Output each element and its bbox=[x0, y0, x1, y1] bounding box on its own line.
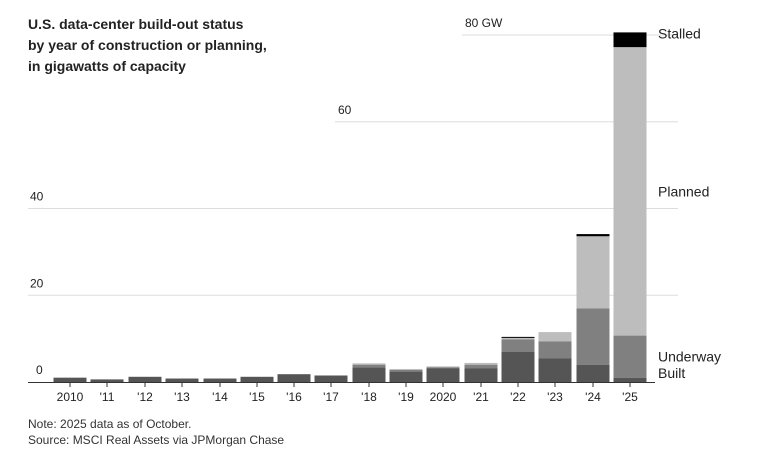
x-tick-label: '23 bbox=[547, 390, 563, 404]
x-tick-label: '24 bbox=[585, 390, 601, 404]
legend-label-planned: Planned bbox=[658, 183, 709, 199]
chart-footer: Note: 2025 data as of October. Source: M… bbox=[28, 416, 284, 448]
x-axis: 2010 '11 '12 '13 '14 '15 '16 '17 '18 '19 2020 '21 '2… bbox=[28, 382, 655, 404]
bar-segment-built bbox=[240, 376, 274, 382]
bar-segment-underway bbox=[464, 364, 498, 369]
bar-segment-built bbox=[501, 351, 535, 382]
bar-segment-planned bbox=[576, 236, 610, 309]
bar-segment-underway bbox=[426, 366, 460, 369]
bar-segment-planned bbox=[501, 337, 535, 340]
stacked-bar-chart: 0 20 40 60 80 GW 2010 '11 '12 '13 '14 '15 '16 '17 '1… bbox=[28, 16, 721, 404]
bar-segment-planned bbox=[613, 47, 647, 336]
legend-label-stalled: Stalled bbox=[658, 25, 701, 41]
x-tick-label: '17 bbox=[323, 390, 339, 404]
chart-note: Note: 2025 data as of October. bbox=[28, 417, 192, 431]
y-tick-label: 60 bbox=[338, 103, 352, 117]
bar-segment-planned bbox=[352, 363, 386, 365]
bar-segment-stalled bbox=[613, 32, 647, 48]
x-tick-label: '12 bbox=[137, 390, 153, 404]
y-tick-label: 0 bbox=[36, 363, 43, 377]
legend-label-underway: Underway bbox=[658, 349, 721, 365]
bar-segment-built bbox=[426, 368, 460, 382]
chart-title-line: in gigawatts of capacity bbox=[28, 58, 186, 74]
y-tick-label: 80 GW bbox=[465, 16, 503, 30]
bar-segment-built bbox=[389, 371, 423, 382]
x-tick-label: '19 bbox=[398, 390, 414, 404]
bar-segment-planned bbox=[426, 366, 460, 368]
gridlines: 0 20 40 60 80 GW bbox=[28, 16, 678, 377]
bar-segment-planned bbox=[538, 332, 572, 342]
x-tick-label: '25 bbox=[622, 390, 638, 404]
x-tick-label: 2010 bbox=[57, 390, 84, 404]
bar-segment-planned bbox=[464, 362, 498, 365]
bar-segment-built bbox=[277, 374, 311, 382]
bar-segment-underway bbox=[538, 341, 572, 359]
chart-title: U.S. data-center build-out status by yea… bbox=[28, 14, 318, 77]
x-tick-label: '15 bbox=[249, 390, 265, 404]
bar-segment-built bbox=[538, 358, 572, 382]
bar-segment-stalled bbox=[501, 336, 535, 338]
x-tick-label: '14 bbox=[212, 390, 228, 404]
bar-segment-built bbox=[576, 364, 610, 382]
bar-segment-underway bbox=[389, 369, 423, 372]
y-tick-label: 20 bbox=[30, 276, 44, 290]
x-tick-label: '16 bbox=[286, 390, 302, 404]
x-tick-label: '21 bbox=[473, 390, 489, 404]
chart-source: Source: MSCI Real Assets via JPMorgan Ch… bbox=[28, 433, 285, 447]
x-tick-label: '22 bbox=[510, 390, 526, 404]
x-tick-label: '18 bbox=[361, 390, 377, 404]
bar-segment-underway bbox=[352, 364, 386, 368]
bar-segment-planned bbox=[389, 368, 423, 370]
y-tick-label: 40 bbox=[30, 190, 44, 204]
bar-segment-underway bbox=[613, 335, 647, 378]
x-tick-label: '11 bbox=[100, 390, 115, 404]
bar-segment-built bbox=[128, 376, 162, 382]
legend-label-built: Built bbox=[658, 365, 685, 381]
bars bbox=[53, 32, 647, 382]
bar-segment-built bbox=[464, 368, 498, 382]
chart-title-line: U.S. data-center build-out status bbox=[28, 16, 244, 32]
bar-segment-built bbox=[53, 377, 87, 382]
x-tick-label: '13 bbox=[174, 390, 190, 404]
bar-segment-built bbox=[613, 377, 647, 382]
x-tick-label: 2020 bbox=[430, 390, 457, 404]
chart-title-line: by year of construction or planning, bbox=[28, 37, 267, 53]
bar-segment-built bbox=[352, 367, 386, 382]
bar-segment-underway bbox=[576, 308, 610, 365]
bar-segment-built bbox=[314, 375, 348, 382]
bar-segment-underway bbox=[501, 339, 535, 352]
bar-segment-stalled bbox=[576, 234, 610, 237]
bar-segment-built bbox=[90, 379, 124, 382]
bar-segment-built bbox=[203, 378, 237, 382]
bar-segment-built bbox=[165, 378, 199, 382]
